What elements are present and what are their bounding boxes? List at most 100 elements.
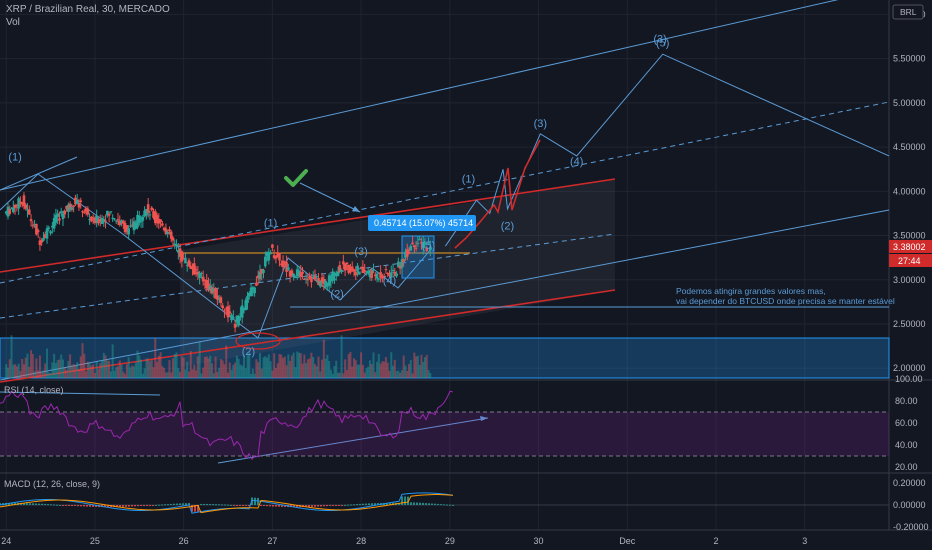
macd-histogram-bar <box>188 503 190 505</box>
candle-body <box>68 203 72 209</box>
volume-bar <box>157 355 160 378</box>
volume-bar <box>297 352 300 378</box>
macd-histogram-bar <box>242 505 244 506</box>
candle-body <box>272 255 276 258</box>
countdown: 27:44 <box>898 256 921 266</box>
macd-histogram-bar <box>452 504 454 506</box>
candle-body <box>84 208 88 212</box>
candle-body <box>391 269 395 272</box>
candle-body <box>345 262 349 265</box>
volume-header: Vol <box>6 17 20 28</box>
macd-histogram-bar <box>323 505 325 507</box>
support-zone-box[interactable] <box>0 337 890 379</box>
macd-histogram-bar <box>332 505 334 506</box>
channel-lower-line[interactable] <box>0 289 616 383</box>
checkmark-arrow[interactable] <box>299 182 361 213</box>
volume-bar <box>345 370 348 378</box>
volume-bar <box>106 360 109 378</box>
volume-bar <box>260 368 263 378</box>
time-tick-label: 24 <box>1 536 11 546</box>
volume-bar <box>177 368 180 378</box>
candle-body <box>404 251 407 258</box>
macd-histogram-bar <box>212 504 214 506</box>
channel-fill <box>180 179 615 367</box>
candlesticks <box>4 192 432 333</box>
candle-body <box>15 204 19 206</box>
macd-histogram-bar <box>161 504 163 506</box>
measure-label: 0.45714 (15.07%) 45714 <box>374 218 473 228</box>
candle-body <box>56 213 59 218</box>
volume-bar <box>365 368 368 378</box>
candle-body <box>150 207 154 211</box>
volume-bar <box>319 371 322 378</box>
current-price-tag <box>889 240 932 253</box>
volume-bar <box>219 359 222 378</box>
volume-bar <box>211 363 214 378</box>
projection-path[interactable] <box>444 53 890 247</box>
signal-line[interactable] <box>0 494 454 514</box>
volume-bar <box>370 364 373 378</box>
projected-red-path[interactable] <box>454 139 541 249</box>
volume-bar <box>113 370 116 378</box>
volume-bar <box>6 367 9 378</box>
blue-channel-mid-upper[interactable] <box>0 101 890 284</box>
blue-channel-bottom[interactable] <box>0 209 890 381</box>
macd-histogram-bar <box>155 504 157 506</box>
candle-body <box>81 211 84 213</box>
volume-bar <box>147 358 150 378</box>
macd-histogram-bar <box>425 503 427 505</box>
volume-bar <box>28 366 31 378</box>
candle-body <box>111 217 114 219</box>
candle-body <box>274 255 278 259</box>
candle-body <box>8 209 12 214</box>
candle-body <box>287 267 290 271</box>
candle-body <box>334 272 338 277</box>
macd-histogram-bar <box>119 505 121 507</box>
volume-bars <box>5 335 432 378</box>
volume-bar <box>12 364 15 378</box>
macd-histogram-bar <box>326 505 328 507</box>
blue-channel-top[interactable] <box>0 0 889 191</box>
rsi-line[interactable] <box>0 389 454 461</box>
macd-histogram-bar <box>221 504 223 506</box>
volume-bar <box>189 350 192 378</box>
currency-badge-box[interactable] <box>892 4 924 20</box>
candle-body <box>381 275 384 279</box>
candle-body <box>313 275 317 280</box>
wave-count-past[interactable] <box>0 173 433 339</box>
candle-body <box>361 266 365 274</box>
candle-body <box>207 283 210 290</box>
candle-body <box>336 271 340 276</box>
time-axis[interactable]: 24 25 26 27 28 29 30 Dec 2 3 <box>1 536 807 546</box>
candle-body <box>136 214 139 228</box>
candle-body <box>398 265 402 269</box>
volume-bar <box>92 364 95 378</box>
candle-body <box>143 210 146 217</box>
rsi-stub-line[interactable] <box>0 391 161 396</box>
volume-bar <box>273 353 276 378</box>
macd-histogram-bar <box>260 505 262 506</box>
wave-label: (3) <box>534 118 547 130</box>
macd-histogram-bar <box>443 504 445 506</box>
candle-body <box>283 261 287 264</box>
low-highlight-ellipse[interactable] <box>235 332 281 350</box>
volume-bar <box>310 352 313 378</box>
candle-body <box>51 225 54 228</box>
candle-body <box>134 222 138 229</box>
candle-body <box>40 240 43 243</box>
macd-histogram-bar <box>305 505 307 508</box>
macd-histogram-bar <box>194 505 196 512</box>
volume-bar <box>266 357 269 378</box>
candle-body <box>366 270 370 274</box>
candle-body <box>281 260 285 268</box>
candle-body <box>416 242 420 244</box>
symbol-header[interactable]: XRP / Brazilian Real, 30, MERCADO <box>6 4 170 15</box>
candle-body <box>22 195 26 207</box>
volume-bar <box>138 355 141 378</box>
candle-body <box>217 298 221 300</box>
channel-upper-line[interactable] <box>0 178 616 273</box>
volume-bar <box>225 345 228 378</box>
trend-stub-top-left[interactable] <box>0 156 78 191</box>
candle-body <box>90 216 93 222</box>
